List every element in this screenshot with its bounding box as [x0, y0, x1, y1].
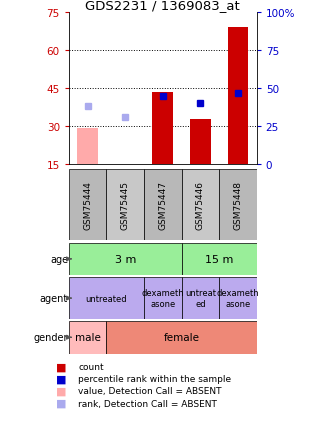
Text: ■: ■ — [56, 374, 67, 384]
Text: 15 m: 15 m — [205, 254, 233, 264]
Bar — [219, 278, 257, 319]
Text: GSM75445: GSM75445 — [121, 181, 130, 230]
Text: untreat
ed: untreat ed — [185, 289, 216, 308]
Text: GSM75447: GSM75447 — [158, 181, 167, 230]
Bar — [144, 169, 182, 241]
Bar — [182, 278, 219, 319]
Bar — [228, 28, 248, 165]
Bar — [69, 321, 106, 354]
Text: male: male — [75, 332, 100, 342]
Text: dexameth
asone: dexameth asone — [217, 289, 259, 308]
Bar — [77, 128, 98, 165]
Text: untreated: untreated — [86, 294, 127, 303]
Bar — [152, 93, 173, 165]
Bar — [69, 243, 182, 276]
Text: GSM75444: GSM75444 — [83, 181, 92, 230]
Bar — [190, 119, 211, 165]
Text: agent: agent — [40, 293, 68, 303]
Text: ■: ■ — [56, 386, 67, 396]
Bar — [115, 164, 136, 165]
Text: age: age — [50, 254, 68, 264]
Bar — [69, 278, 144, 319]
Text: gender: gender — [33, 332, 68, 342]
Bar — [106, 169, 144, 241]
Text: female: female — [163, 332, 200, 342]
Bar — [69, 169, 106, 241]
Bar — [144, 278, 182, 319]
Text: GSM75448: GSM75448 — [233, 181, 242, 230]
Bar — [106, 321, 257, 354]
Text: 3 m: 3 m — [115, 254, 136, 264]
Text: rank, Detection Call = ABSENT: rank, Detection Call = ABSENT — [78, 399, 217, 408]
Text: value, Detection Call = ABSENT: value, Detection Call = ABSENT — [78, 387, 222, 395]
Text: ■: ■ — [56, 362, 67, 372]
Bar — [182, 243, 257, 276]
Text: dexameth
asone: dexameth asone — [141, 289, 184, 308]
Bar — [219, 169, 257, 241]
Title: GDS2231 / 1369083_at: GDS2231 / 1369083_at — [85, 0, 240, 12]
Text: GSM75446: GSM75446 — [196, 181, 205, 230]
Text: ■: ■ — [56, 398, 67, 408]
Text: count: count — [78, 362, 104, 371]
Text: percentile rank within the sample: percentile rank within the sample — [78, 375, 231, 383]
Bar — [182, 169, 219, 241]
